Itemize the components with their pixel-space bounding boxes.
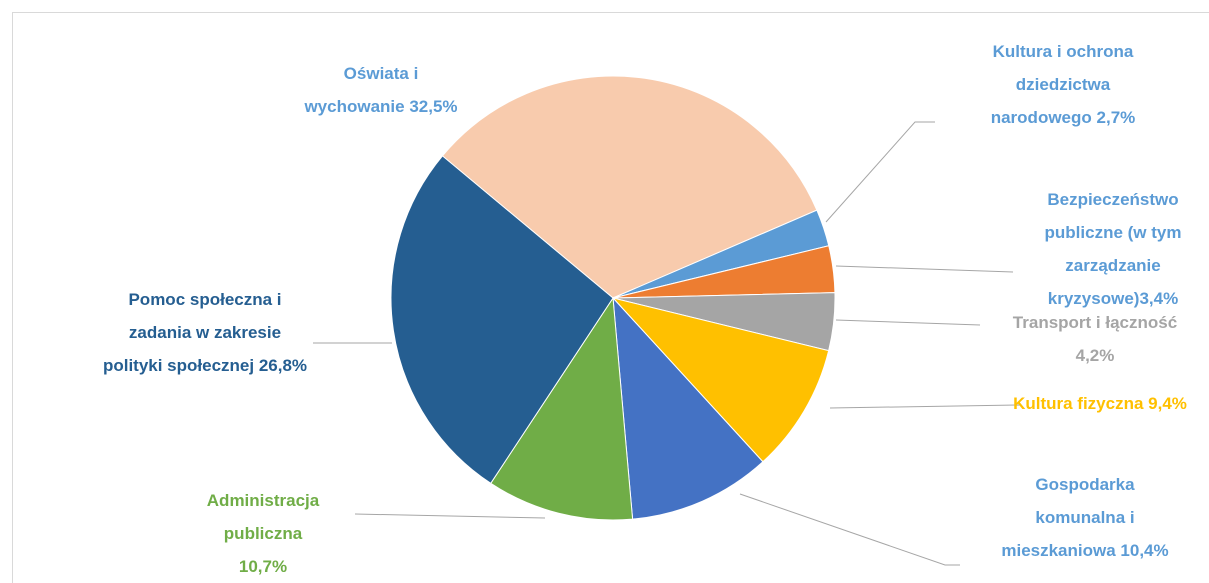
pie-slice [612,296,764,520]
pie-slice [490,296,634,521]
slice-label: Bezpieczeństwo publiczne (w tym zarządza… [1018,183,1208,315]
value-label: 9,4% [1148,394,1187,413]
chart-frame [12,12,1209,583]
pie-slice [390,155,614,484]
pie-slice [441,75,818,299]
category-label: Transport i łączność [1012,313,1178,332]
value-label: 32,5% [409,97,458,116]
slice-label: Oświata i wychowanie 32,5% [296,57,466,123]
slice-label: Gospodarka komunalna i mieszkaniowa 10,4… [990,468,1180,567]
leader-line [739,493,960,566]
leader-line [825,121,935,223]
value-label: 3,4% [1139,289,1179,308]
slice-label: Kultura fizyczna 9,4% [1013,387,1188,420]
category-label: Administracja publiczna [206,491,320,543]
slice-label: Transport i łączność 4,2% [1000,306,1190,372]
pie-slice [611,297,830,463]
leader-line [354,513,546,519]
value-label: 10,7% [238,557,288,576]
value-label: 26,8% [258,356,308,375]
category-label: Oświata i wychowanie [304,64,419,116]
slice-label: Kultura i ochrona dziedzictwa narodowego… [968,35,1158,134]
category-label: Gospodarka komunalna i mieszkaniowa [1001,475,1135,560]
category-label: Bezpieczeństwo publiczne (w tym zarządza… [1044,190,1182,308]
category-label: Kultura fizyczna [1013,394,1144,413]
slice-label: Pomoc społeczna i zadania w zakresie pol… [98,283,313,382]
category-label: Pomoc społeczna i zadania w zakresie pol… [102,290,282,375]
value-label: 4,2% [1075,346,1115,365]
leader-line [829,404,1021,409]
value-label: 2,7% [1096,108,1136,127]
leader-line [835,319,981,326]
slice-label: Administracja publiczna 10,7% [199,484,327,583]
category-label: Kultura i ochrona dziedzictwa narodowego [990,42,1134,127]
value-label: 10,4% [1120,541,1169,560]
leader-line [835,265,1014,273]
